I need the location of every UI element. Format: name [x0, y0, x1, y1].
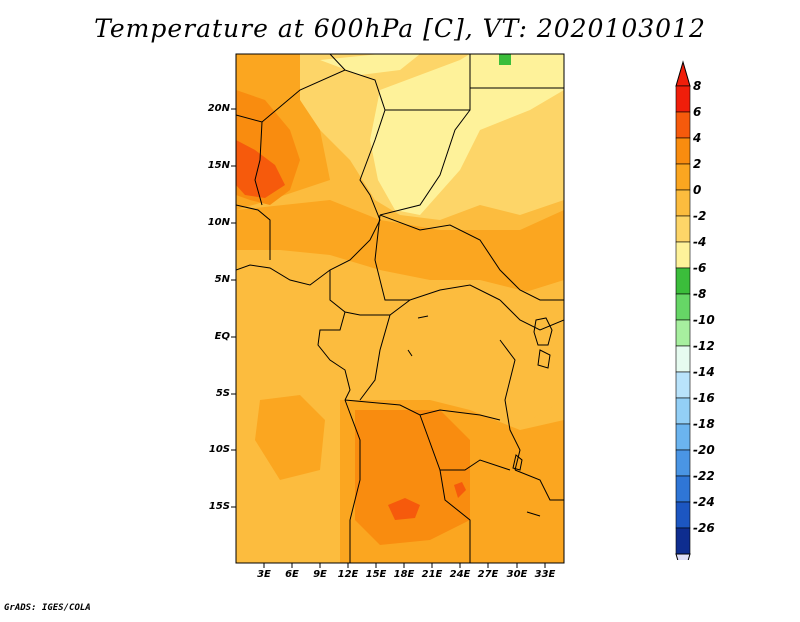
map-frame: [235, 53, 565, 564]
colorbar-swatch: [675, 423, 691, 451]
lakes: [407, 315, 553, 517]
map-title: Temperature at 600hPa [C], VT: 202010301…: [94, 14, 706, 43]
lon-label-9e: 9E: [313, 569, 327, 580]
lat-label-15n: 15N: [207, 160, 230, 171]
lon-label-12e: 12E: [337, 569, 359, 580]
colorbar-label: -24: [693, 495, 715, 509]
colorbar-extend-bottom: [675, 553, 691, 560]
colorbar-label: -20: [693, 443, 715, 457]
colorbar-swatch: [675, 319, 691, 347]
field-6-to-8-west: [236, 140, 285, 198]
field-minus2-to-minus4: [370, 54, 564, 215]
colorbar-swatch: [675, 85, 691, 113]
field-minus2-patch-nw: [320, 54, 420, 75]
lat-label-10s: 10S: [208, 444, 230, 455]
colorbar-swatch: [675, 137, 691, 165]
field-2-to-4-central: [236, 200, 564, 300]
axis-ticks: [231, 108, 546, 568]
lat-label-20n: 20N: [207, 103, 230, 114]
colorbar-swatch: [675, 189, 691, 217]
temperature-field: [236, 54, 564, 563]
colorbar-label: -18: [693, 417, 715, 431]
lat-label-10n: 10N: [207, 217, 230, 228]
colorbar-label: -8: [693, 287, 707, 301]
colorbar-swatch: [675, 449, 691, 477]
lat-label-15s: 15S: [208, 501, 230, 512]
colorbar-label: -2: [693, 209, 707, 223]
lat-label-eq: EQ: [214, 331, 230, 342]
colorbar-label: -22: [693, 469, 715, 483]
colorbar-swatch: [675, 293, 691, 321]
colorbar-label: -6: [693, 261, 707, 275]
field-0-to-2-east: [495, 280, 564, 420]
lon-label-15e: 15E: [365, 569, 387, 580]
lon-label-30e: 30E: [506, 569, 528, 580]
colorbar-label: 8: [693, 79, 702, 93]
lat-label-5s: 5S: [215, 388, 230, 399]
field-6-to-8-south: [388, 498, 420, 520]
lon-label-33e: 33E: [534, 569, 556, 580]
colorbar-swatch: [675, 215, 691, 243]
lon-label-27e: 27E: [477, 569, 499, 580]
credit-text: GrADS: IGES/COLA: [4, 603, 91, 613]
colorbar-label: 4: [693, 131, 702, 145]
colorbar-label: -4: [693, 235, 707, 249]
colorbar-swatch: [675, 397, 691, 425]
colorbar-swatch: [675, 475, 691, 503]
colorbar-swatch: [675, 111, 691, 139]
lat-label-5n: 5N: [214, 274, 230, 285]
field-green-patch: [499, 54, 511, 65]
colorbar-swatch: [675, 345, 691, 373]
lon-label-6e: 6E: [285, 569, 299, 580]
colorbar-swatch: [675, 241, 691, 269]
colorbar-extend-top: [675, 60, 691, 87]
field-4-to-6-south: [355, 410, 470, 545]
colorbar-label: -16: [693, 391, 715, 405]
lon-label-3e: 3E: [257, 569, 271, 580]
lon-label-21e: 21E: [421, 569, 443, 580]
colorbar-swatch: [675, 527, 691, 555]
colorbar-label: 6: [693, 105, 702, 119]
colorbar-swatch: [675, 371, 691, 399]
borders: [236, 54, 564, 563]
lon-label-18e: 18E: [393, 569, 415, 580]
colorbar-swatch: [675, 267, 691, 295]
colorbar-label: 2: [693, 157, 702, 171]
colorbar: [675, 60, 691, 560]
colorbar-label: -26: [693, 521, 715, 535]
colorbar-label: 0: [693, 183, 702, 197]
field-2-to-4-sw: [255, 395, 325, 480]
lon-label-24e: 24E: [449, 569, 471, 580]
colorbar-label: -14: [693, 365, 715, 379]
field-6-to-8-south-east: [454, 482, 466, 498]
colorbar-swatch: [675, 163, 691, 191]
colorbar-label: -10: [693, 313, 715, 327]
colorbar-label: -12: [693, 339, 715, 353]
colorbar-swatch: [675, 501, 691, 529]
